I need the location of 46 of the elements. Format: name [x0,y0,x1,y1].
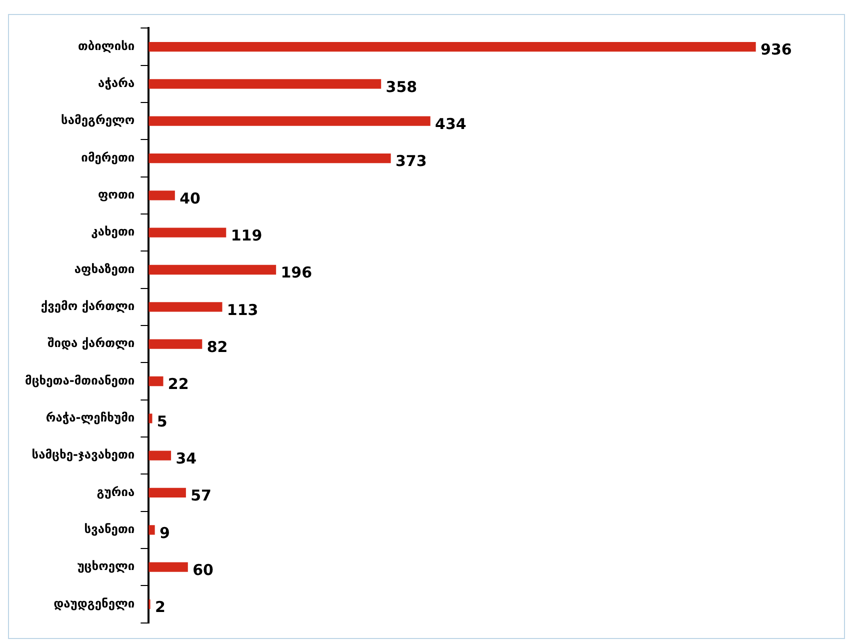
y-tick-label: კახეთი [91,224,135,239]
bar [148,302,222,312]
data-label: 82 [206,338,228,356]
bar [148,525,155,535]
data-label: 119 [230,226,262,244]
y-tick-label: სვანეთი [84,522,135,536]
bar [148,339,202,349]
data-label: 57 [190,486,212,505]
y-tick-label: იმერეთი [81,150,135,164]
data-label: 936 [760,40,792,59]
y-tick-label: აჭარა [98,76,136,90]
y-tick-label: ფოთი [98,188,135,202]
data-label: 434 [435,114,466,133]
bar [148,264,276,275]
bar [148,79,382,89]
data-label: 40 [180,189,200,208]
bar [148,153,391,164]
data-label: 9 [160,524,170,542]
y-tick-label: შიდა ქართლი [48,336,135,350]
data-label: 358 [386,78,418,96]
y-tick-label: სამეგრელო [61,113,135,128]
y-tick-label: დაუდგენელი [54,596,135,610]
bar [148,376,164,386]
y-tick-label: აფხაზეთი [74,262,135,276]
data-label: 5 [156,412,168,430]
data-label: 22 [168,375,189,394]
y-tick-label: გურია [96,484,136,499]
y-tick-label: რაჭა-ლეჩხუმი [46,410,135,425]
bar [148,228,226,238]
y-tick-label: უცხოელი [77,559,135,574]
bar [148,190,175,200]
bar [148,450,172,460]
data-label: 113 [226,300,258,319]
y-tick-label: თბილისი [78,38,135,53]
bar [148,42,756,52]
y-tick-label: ქვემო ქართლი [40,299,135,314]
y-tick-label: სამცხე-ჯავახეთი [32,448,135,462]
bar [148,562,188,572]
data-label: 34 [176,449,197,468]
bar [148,488,186,498]
data-label: 2 [154,598,166,616]
data-label: 373 [395,152,427,170]
bar [148,116,430,126]
y-tick-label: მცხეთა-მთიანეთი [24,373,135,388]
data-label: 196 [280,264,312,282]
data-label: 60 [192,560,214,579]
